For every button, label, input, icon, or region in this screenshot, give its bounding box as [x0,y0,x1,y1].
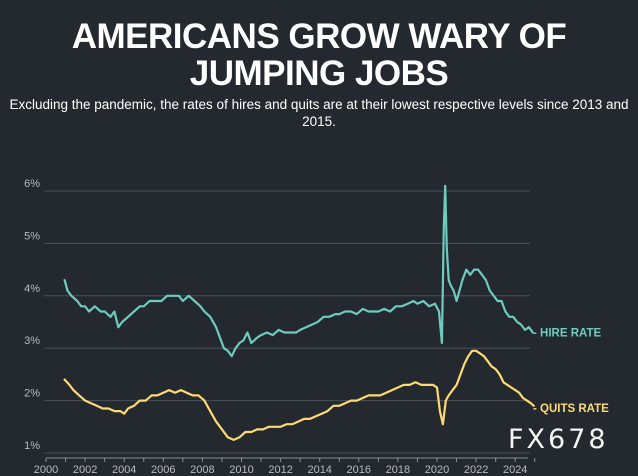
x-tick-label: 2014 [307,464,331,476]
series-label-hire-rate: - HIRE RATE [533,327,601,339]
y-tick-label: 4% [24,283,40,295]
chart-title: AMERICANS GROW WARY OF JUMPING JOBS [0,18,638,92]
series-lines [63,184,535,441]
x-axis: 2000 2002 2004 2006 2008 2010 2012 2014 2016 2018… [34,457,536,476]
y-tick-label: 6% [24,178,40,190]
y-tick-label: 5% [24,230,40,242]
x-tick-label: 2002 [73,464,97,476]
x-tick-label: 2024 [503,464,527,476]
x-tick-label: 2020 [425,464,449,476]
x-tick-label: 2016 [347,464,371,476]
x-tick-label: 2022 [464,464,488,476]
watermark-logo: FX678 [508,424,609,455]
x-tick-label: 2012 [268,464,292,476]
series-line-quits-rate [63,349,535,441]
x-tick-label: 2004 [112,464,136,476]
chart-title-line-1: AMERICANS GROW WARY OF [71,17,567,56]
series-label-quits-rate: - QUITS RATE [533,403,609,415]
x-tick-label: 2018 [386,464,410,476]
x-tick-label: 2010 [229,464,253,476]
x-tick-label: 2006 [151,464,175,476]
y-tick-label: 3% [24,335,40,347]
chart-subtitle: Excluding the pandemic, the rates of hir… [9,97,629,129]
chart-title-line-2: JUMPING JOBS [189,54,449,93]
series-labels: - HIRE RATE - QUITS RATE [533,327,609,414]
y-axis-ticks: 1% 2% 3% 4% 5% 6% [24,178,40,452]
x-tick-label: 2008 [190,464,214,476]
y-tick-label: 2% [24,388,40,400]
grid-lines [44,190,530,454]
x-tick-label: 2000 [34,464,58,476]
y-tick-label: 1% [24,440,40,452]
series-line-hire-rate [63,184,534,358]
